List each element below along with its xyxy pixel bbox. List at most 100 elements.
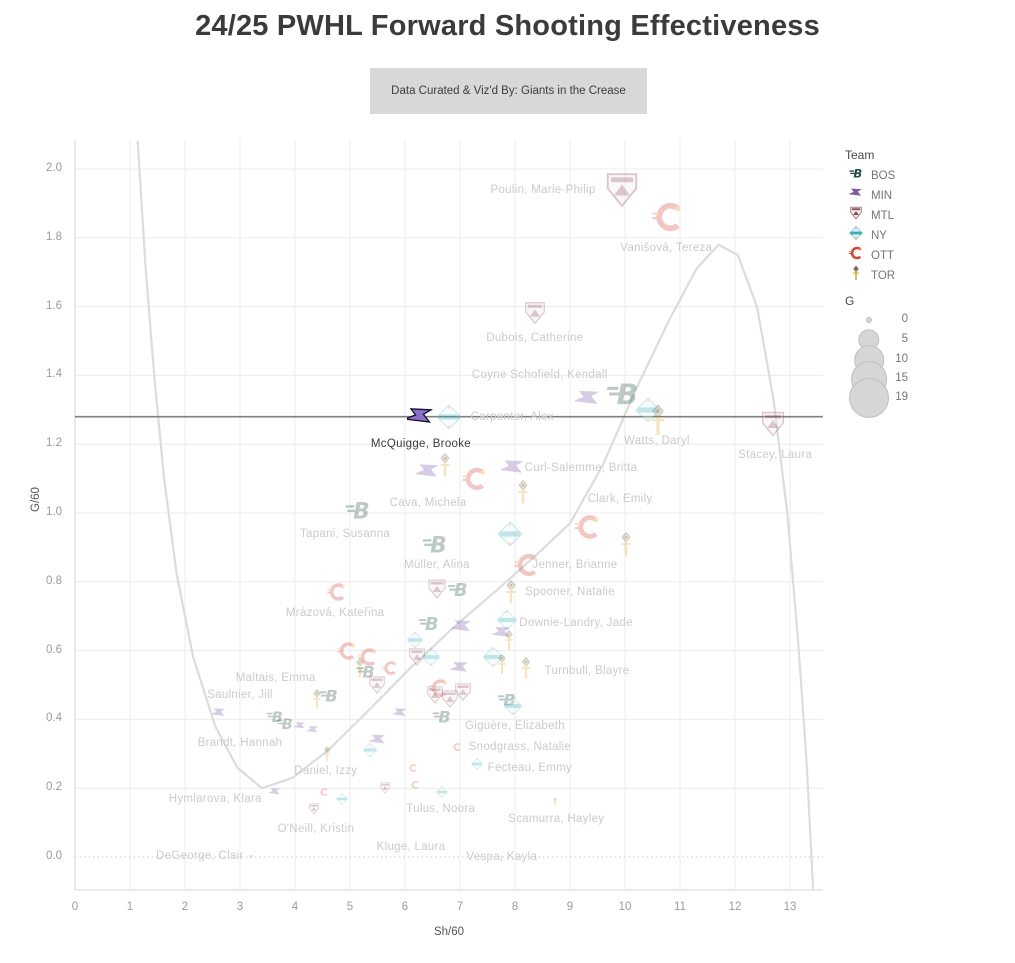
point-label: Cava, Michela	[389, 496, 467, 509]
data-point-OTT[interactable]	[336, 641, 356, 660]
data-point-NY-Tulus, Noora[interactable]	[435, 785, 448, 798]
data-point-MTL[interactable]	[379, 782, 391, 794]
legend-size-circle[interactable]	[866, 317, 872, 323]
data-point-TOR[interactable]	[499, 630, 518, 651]
point-label: Müller, Alina	[403, 558, 470, 571]
data-point-BOS[interactable]: B	[266, 707, 283, 725]
data-point-NY-Fecteau, Emmy[interactable]	[471, 758, 484, 771]
data-point-NY-Downie-Landry, Jade[interactable]	[496, 609, 518, 631]
legend-team-item-BOS[interactable]: B BOS	[849, 166, 895, 185]
data-point-OTT-Clark, Emily[interactable]	[575, 514, 601, 540]
data-point-TOR[interactable]	[350, 658, 369, 678]
point-label: Brandt, Hannah	[197, 737, 283, 750]
legend-team-item-OTT[interactable]: OTT	[849, 246, 894, 265]
data-point-MIN-Hymlarova, Klara[interactable]	[269, 785, 281, 797]
data-point-BOS-Müller, Alina[interactable]: B	[422, 531, 448, 557]
data-point-NY-Vespa, Kayla[interactable]	[499, 855, 504, 859]
data-point-MIN[interactable]	[451, 616, 473, 637]
data-point-NY[interactable]	[421, 647, 441, 667]
data-point-MTL[interactable]	[453, 682, 472, 701]
data-point-NY-Carpenter, Alex[interactable]	[436, 403, 462, 430]
data-point-TOR-Maltais, Emma[interactable]	[307, 689, 326, 709]
data-point-BOS[interactable]: B	[319, 686, 338, 705]
data-point-MIN-Curl-Salemme, Britta[interactable]	[500, 456, 525, 481]
data-point-MIN-Saulnier, Jill[interactable]	[211, 705, 227, 720]
data-point-OTT-Jenner, Brianne[interactable]	[514, 552, 540, 577]
data-point-TOR[interactable]	[434, 453, 457, 477]
data-point-OTT-Mrázová, Kateřina[interactable]	[327, 582, 346, 601]
data-point-BOS[interactable]: B	[356, 661, 375, 681]
x-tick: 5	[346, 901, 354, 913]
data-point-BOS[interactable]: B	[497, 689, 516, 708]
data-point-MTL[interactable]	[426, 578, 447, 599]
data-point-TOR[interactable]	[512, 480, 535, 504]
data-point-MIN[interactable]	[450, 658, 469, 677]
data-point-BOS[interactable]: B	[447, 578, 468, 599]
data-point-MTL[interactable]	[426, 686, 445, 705]
data-point-OTT-Vanišová, Tereza[interactable]	[652, 201, 683, 232]
data-point-TOR-Spooner, Natalie[interactable]	[500, 580, 523, 604]
data-point-NY[interactable]	[406, 631, 424, 649]
point-label: Carpenter, Alex	[470, 410, 554, 423]
legend-size-label: 5	[901, 333, 908, 345]
y-tick: 1.8	[46, 230, 62, 243]
data-point-TOR-Watts, Daryl[interactable]	[643, 405, 673, 436]
data-point-OTT[interactable]	[408, 763, 418, 772]
data-point-MTL[interactable]	[407, 648, 426, 667]
data-point-TOR-Daniel, Izzy[interactable]	[319, 746, 334, 762]
legend-size-circle[interactable]	[849, 378, 889, 418]
data-point-BOS-Tapani, Susanna[interactable]: B	[345, 496, 371, 523]
data-point-NY-Giguère, Elizabeth[interactable]	[503, 696, 523, 716]
svg-text:B: B	[853, 167, 862, 180]
data-point-MTL-Poulin, Marie-Philip[interactable]	[603, 171, 641, 209]
data-point-BOS[interactable]: B	[432, 706, 451, 726]
data-point-MIN[interactable]	[391, 705, 407, 720]
data-point-TOR-Scamurra, Hayley[interactable]	[551, 797, 560, 807]
data-point-MTL[interactable]	[367, 675, 386, 694]
data-point-MIN-Coyne Schofield, Kendall[interactable]	[575, 386, 601, 412]
data-point-OTT[interactable]	[462, 466, 488, 491]
data-point-MTL-DeGeorge, Clair[interactable]	[249, 855, 253, 859]
data-point-BOS-Brandt, Hannah[interactable]: B	[276, 714, 293, 732]
data-point-OTT[interactable]	[382, 660, 398, 675]
legend-team-item-TOR[interactable]: TOR	[849, 265, 895, 285]
point-label: Daniel, Izzy	[294, 765, 358, 777]
data-point-MIN[interactable]	[369, 731, 386, 748]
point-label: Poulin, Marie-Philip	[490, 183, 596, 196]
legend-team-item-MIN[interactable]: MIN	[847, 186, 892, 205]
legend-team-label: BOS	[871, 169, 896, 182]
data-point-NY[interactable]	[335, 792, 348, 805]
data-point-NY[interactable]	[496, 520, 523, 547]
data-point-MTL-Stacey, Laura[interactable]	[759, 410, 787, 438]
data-point-NY[interactable]	[482, 647, 504, 668]
data-point-MIN[interactable]	[492, 624, 511, 643]
y-tick: 1.2	[46, 437, 62, 450]
svg-text:B: B	[353, 499, 370, 522]
data-point-MIN-McQuigge, Brooke[interactable]	[406, 404, 433, 430]
data-point-OTT[interactable]	[319, 787, 329, 796]
data-point-NY[interactable]	[635, 397, 661, 423]
data-point-MTL-Dubois, Catherine[interactable]	[522, 301, 547, 326]
data-point-MTL-O'Neill, Kristin[interactable]	[308, 803, 320, 815]
ott-logo-icon	[849, 246, 863, 265]
data-point-TOR[interactable]	[615, 532, 638, 556]
y-tick: 0.8	[46, 574, 62, 587]
data-point-TOR-Turnbull, Blayre[interactable]	[515, 657, 536, 679]
data-point-MIN[interactable]	[293, 720, 306, 732]
data-point-BOS[interactable]: B	[606, 376, 640, 409]
data-point-BOS[interactable]: B	[418, 612, 440, 634]
point-label: Snodgrass, Natalie	[468, 740, 572, 753]
legend-team-item-NY[interactable]: NY	[849, 226, 887, 245]
legend-team-item-MTL[interactable]: MTL	[849, 206, 894, 225]
data-point-OTT[interactable]	[429, 679, 448, 698]
data-point-OTT-Snodgrass, Natalie[interactable]	[452, 743, 462, 752]
data-point-MIN-Cava, Michela[interactable]	[415, 459, 441, 484]
x-axis-label: Sh/60	[433, 926, 465, 938]
data-point-TOR[interactable]	[492, 654, 511, 675]
data-point-OTT-Kluge, Laura[interactable]	[410, 780, 420, 789]
data-point-OTT[interactable]	[358, 648, 377, 667]
svg-text:B: B	[425, 614, 439, 634]
data-point-MIN[interactable]	[306, 724, 319, 736]
data-point-NY[interactable]	[362, 742, 378, 758]
data-point-MTL[interactable]	[440, 689, 459, 708]
